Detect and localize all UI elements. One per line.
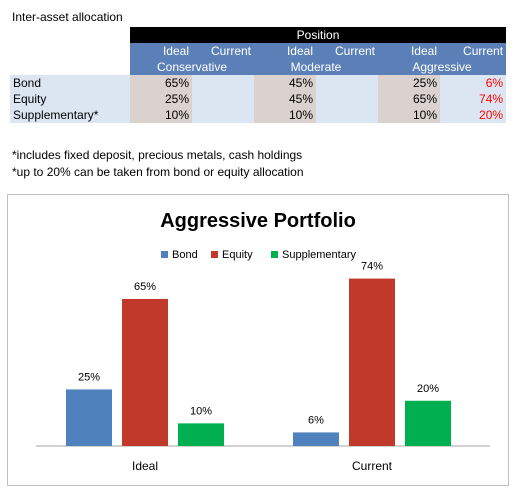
cell: 10% xyxy=(378,107,440,123)
bar xyxy=(178,423,224,446)
cell: 6% xyxy=(440,75,507,91)
data-label: 10% xyxy=(190,405,212,417)
position-header: Position xyxy=(130,27,507,43)
data-label: 25% xyxy=(78,371,100,383)
chart-area: Aggressive Portfolio Bond Equity Supplement… xyxy=(7,194,509,486)
legend-swatch xyxy=(161,251,168,258)
table-row: Equity 25% 45% 65% 74% xyxy=(10,91,507,107)
group-header-row: Conservative Moderate Aggressive xyxy=(10,59,507,75)
cell: 25% xyxy=(130,91,192,107)
cell xyxy=(192,91,254,107)
cell: 74% xyxy=(440,91,507,107)
bar-chart: Aggressive Portfolio Bond Equity Supplement… xyxy=(36,210,490,473)
cell: 20% xyxy=(440,107,507,123)
col-ideal: Ideal xyxy=(378,43,440,59)
table-row: Supplementary* 10% 10% 10% 20% xyxy=(10,107,507,123)
column-header-row: Ideal Current Ideal Current Ideal Curren… xyxy=(10,43,507,59)
row-label: Equity xyxy=(10,91,130,107)
footnote: *includes fixed deposit, precious metals… xyxy=(12,148,303,162)
bar xyxy=(349,278,395,446)
col-current: Current xyxy=(192,43,254,59)
bar xyxy=(122,298,168,446)
cell: 45% xyxy=(254,91,316,107)
bar xyxy=(293,432,339,446)
group-aggressive: Aggressive xyxy=(378,59,507,75)
category-label: Current xyxy=(352,459,393,473)
table-title: Inter-asset allocation xyxy=(12,10,123,24)
cell: 10% xyxy=(130,107,192,123)
legend-label: Equity xyxy=(222,249,253,261)
col-ideal: Ideal xyxy=(130,43,192,59)
cell: 25% xyxy=(378,75,440,91)
legend-swatch xyxy=(271,251,278,258)
legend-label: Supplementary xyxy=(282,249,356,261)
cell xyxy=(316,91,378,107)
cell xyxy=(316,75,378,91)
data-label: 74% xyxy=(361,261,383,273)
row-label: Bond xyxy=(10,75,130,91)
data-label: 65% xyxy=(134,281,156,293)
group-moderate: Moderate xyxy=(254,59,378,75)
cell: 45% xyxy=(254,75,316,91)
legend-label: Bond xyxy=(172,249,198,261)
table-row: Bond 65% 45% 25% 6% xyxy=(10,75,507,91)
bar xyxy=(405,400,451,446)
group-conservative: Conservative xyxy=(130,59,254,75)
footnote: *up to 20% can be taken from bond or equ… xyxy=(12,165,304,179)
cell: 10% xyxy=(254,107,316,123)
bar xyxy=(66,389,112,446)
data-label: 20% xyxy=(417,383,439,395)
allocation-table: Position Ideal Current Ideal Current Ide… xyxy=(10,27,507,123)
col-ideal: Ideal xyxy=(254,43,316,59)
cell xyxy=(192,107,254,123)
cell: 65% xyxy=(130,75,192,91)
position-header-row: Position xyxy=(10,27,507,43)
col-current: Current xyxy=(316,43,378,59)
category-label: Ideal xyxy=(132,459,158,473)
data-label: 6% xyxy=(308,414,324,426)
cell xyxy=(192,75,254,91)
cell: 65% xyxy=(378,91,440,107)
legend-swatch xyxy=(211,251,218,258)
chart-title: Aggressive Portfolio xyxy=(160,210,356,232)
row-label: Supplementary* xyxy=(10,107,130,123)
cell xyxy=(316,107,378,123)
col-current: Current xyxy=(440,43,507,59)
